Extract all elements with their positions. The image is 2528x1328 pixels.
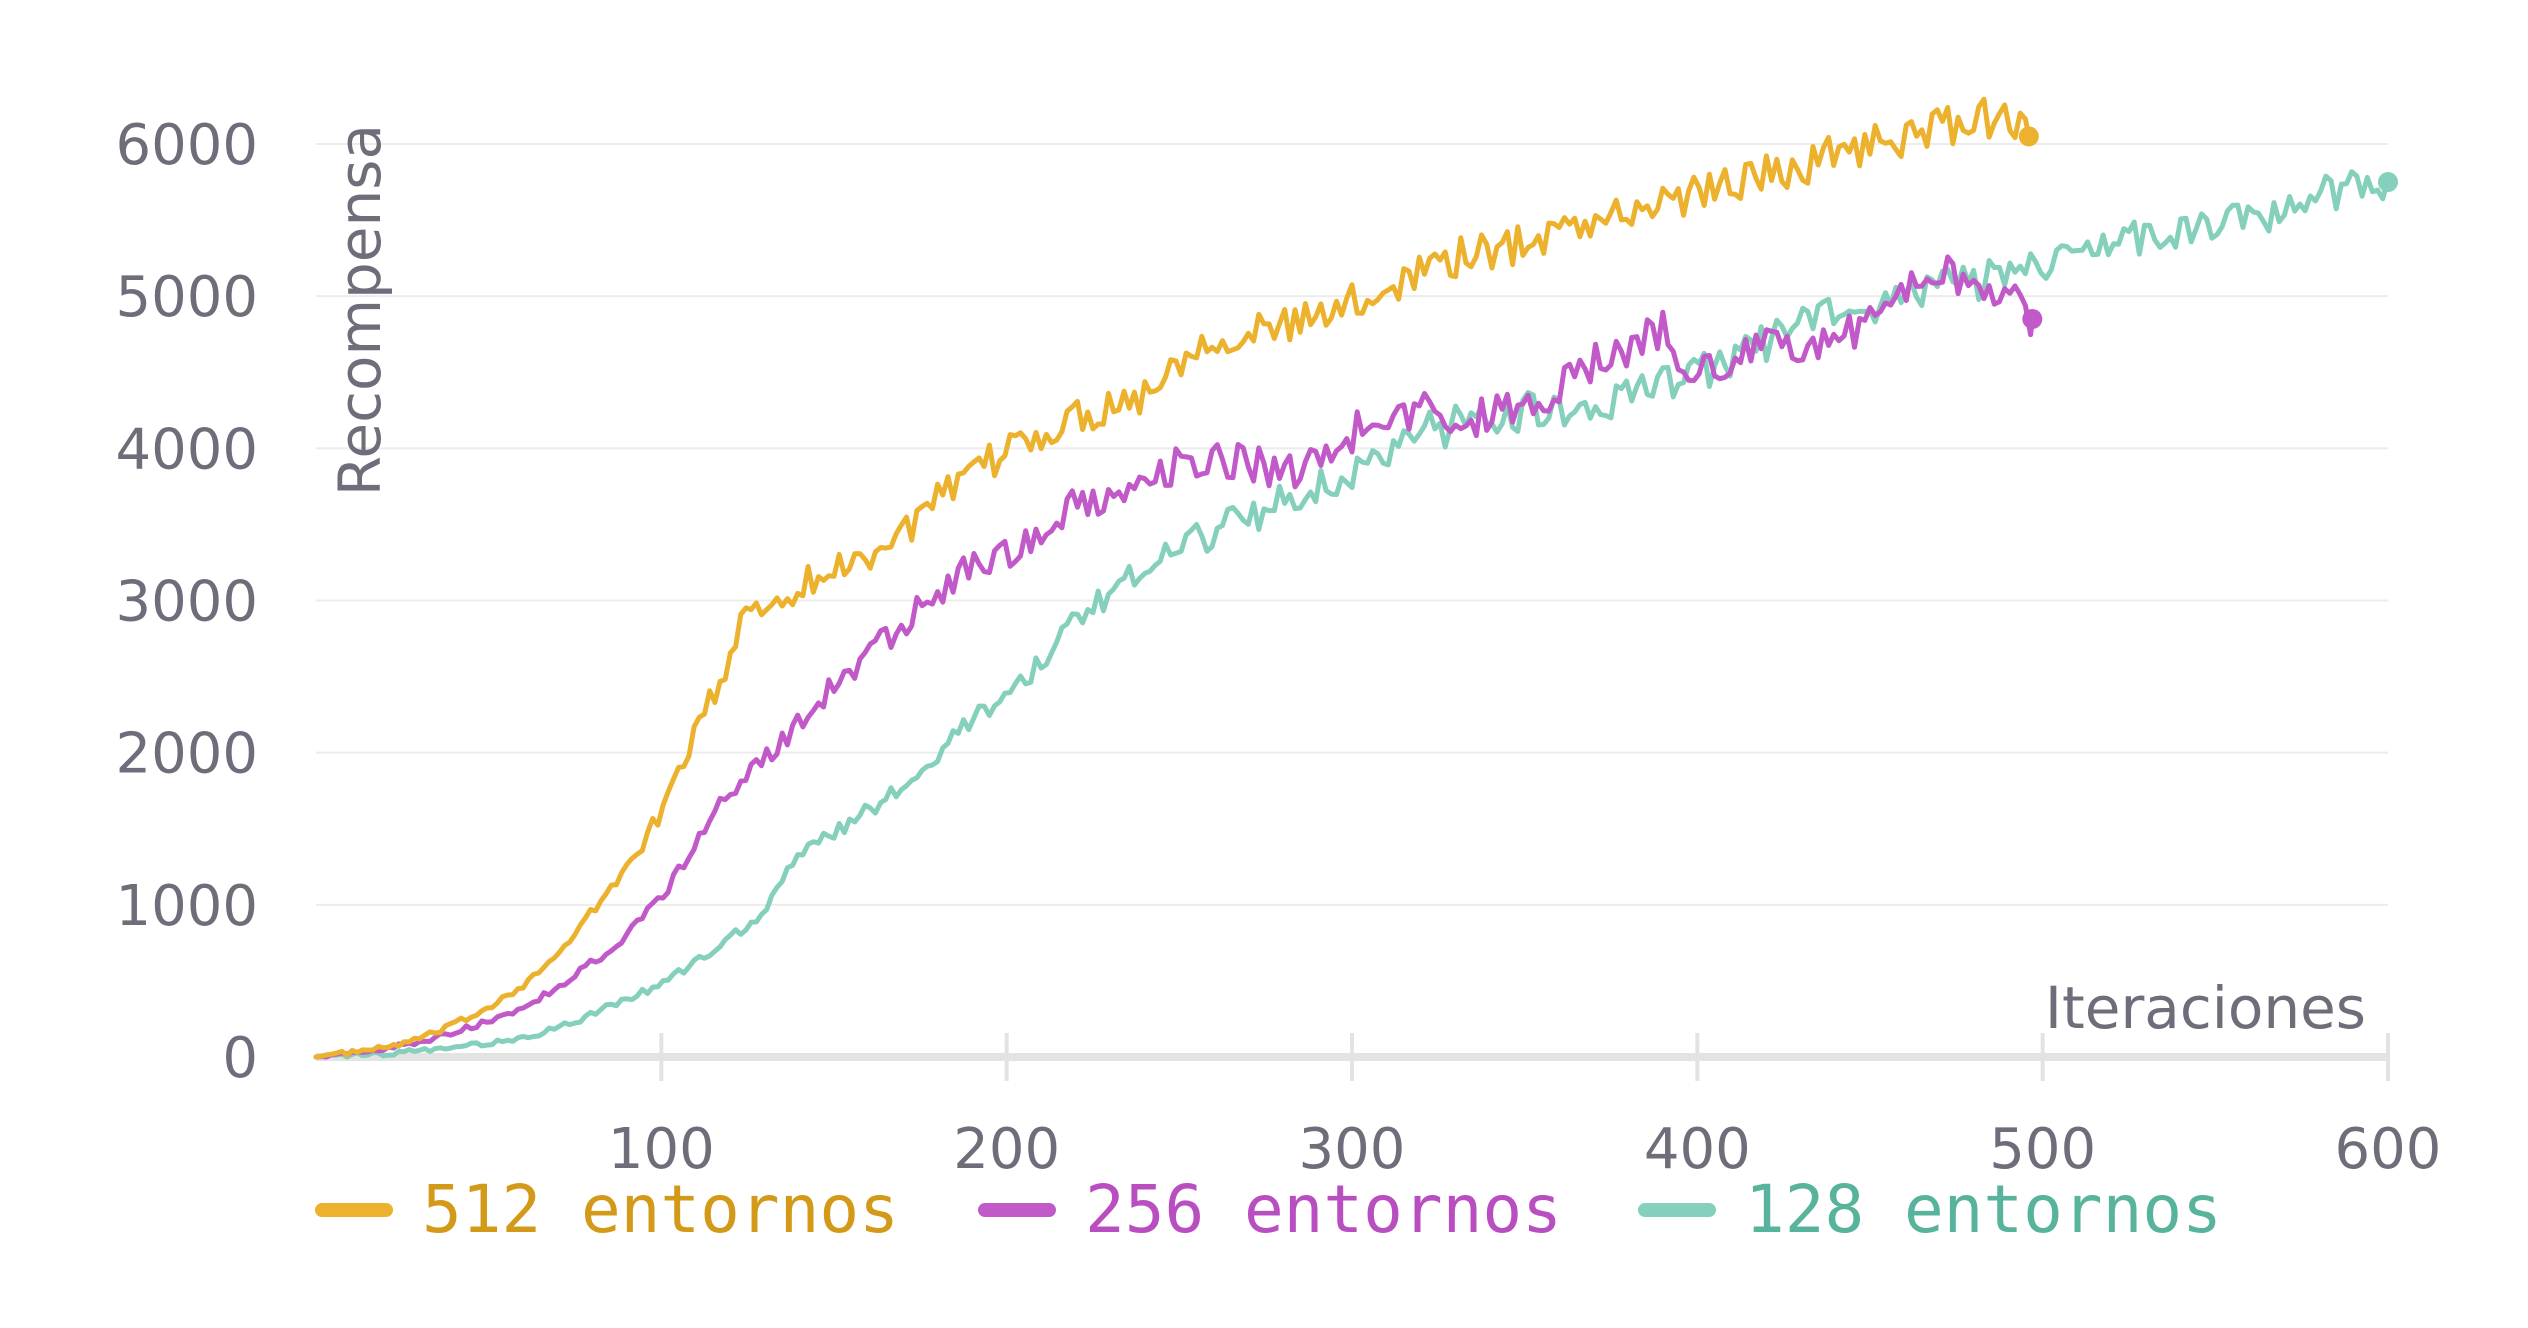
x-tick-label: 600 (2335, 1117, 2442, 1182)
y-tick-label: 5000 (115, 265, 258, 330)
y-tick-label: 3000 (115, 570, 258, 635)
series-end-marker-0 (2018, 126, 2039, 147)
x-tick-label: 500 (1989, 1117, 2096, 1182)
x-tick-label: 200 (953, 1117, 1060, 1182)
x-tick-label: 100 (608, 1117, 715, 1182)
series-end-marker-2 (2378, 172, 2398, 193)
legend: 512 entornos 256 entornos 128 entornos (315, 1171, 2222, 1248)
grid-lines (316, 143, 2388, 906)
series-lines (313, 96, 2398, 1060)
y-ticks: 0 1000 2000 3000 4000 5000 6000 (115, 113, 258, 1091)
x-axis-title: Iteraciones (2045, 974, 2366, 1042)
series-line-2 (313, 169, 2391, 1060)
y-tick-label: 1000 (115, 874, 258, 939)
series-end-marker-1 (2022, 308, 2043, 329)
x-ticks: 100 200 300 400 500 600 (608, 1033, 2442, 1182)
y-tick-label: 2000 (115, 722, 258, 787)
y-tick-label: 0 (222, 1026, 258, 1091)
y-tick-label: 6000 (115, 113, 258, 178)
legend-label-2: 128 entornos (1745, 1171, 2222, 1248)
y-axis-title: Recompensa (326, 124, 394, 496)
y-tick-label: 4000 (115, 417, 258, 482)
legend-label-0: 512 entornos (422, 1171, 899, 1248)
series-line-1 (313, 254, 2035, 1060)
legend-label-1: 256 entornos (1085, 1171, 1562, 1248)
x-tick-label: 400 (1644, 1117, 1751, 1182)
x-tick-label: 300 (1299, 1117, 1406, 1182)
series-line-0 (313, 96, 2032, 1060)
